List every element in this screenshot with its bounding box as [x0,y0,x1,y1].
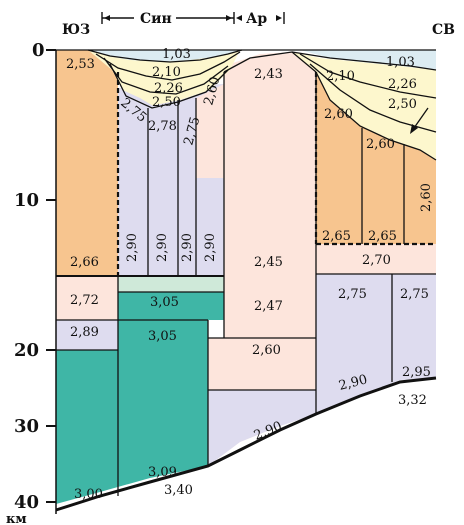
label-syn: Син [140,11,172,27]
density-label: 2,66 [70,255,99,270]
density-label: 2,95 [402,365,431,380]
density-label: 2,75 [400,287,429,302]
density-label: 3,09 [148,465,177,480]
tick-label-40: 40 [14,492,39,513]
label-ar: Ар [246,11,267,27]
syn-basin-curve-2 [95,51,241,81]
density-label: 3,05 [148,329,177,344]
density-label: 2,75 [181,115,203,147]
moho-line [55,376,437,512]
density-label: 2,43 [254,67,283,82]
density-labels: 2,53 2,66 1,03 2,10 2,26 2,50 2,75 2,78 … [66,47,434,502]
layer-lavender-289 [56,320,118,350]
ar-top-curve [223,51,317,73]
density-label: 2,78 [148,119,177,134]
section-lines [55,49,437,514]
syn-basin-curve-4 [109,63,229,109]
label-southwest: ЮЗ [62,22,90,38]
density-label: 2,60 [419,183,434,212]
density-label: 2,90 [155,233,170,262]
density-label: 2,10 [152,65,181,80]
right-basin-curve-2 [299,53,437,99]
density-label: 2,47 [254,299,283,314]
layer-center-lower-lavender [208,390,316,466]
density-label: 2,45 [254,255,283,270]
tick-label-20: 20 [14,340,39,361]
layer-teal-lower [56,320,208,504]
density-label: 2,65 [368,229,397,244]
layer-right-orange [316,72,436,244]
tick-label-30: 30 [14,416,39,437]
syn-basin-curve-1 [87,49,243,63]
depth-unit: км [6,512,27,525]
density-label: 2,60 [324,107,353,122]
layer-ar-pink [224,52,316,338]
density-label: 3,00 [74,487,103,502]
tick-label-10: 10 [14,190,39,211]
density-label: 2,10 [326,69,355,84]
density-label: 2,50 [388,97,417,112]
density-label: 3,05 [150,295,179,310]
label-northeast: СВ [432,22,455,38]
density-label: 2,60 [201,75,223,107]
layer-top-blue-left [88,50,240,62]
layer-syn-pink [196,84,224,178]
density-label: 2,65 [322,229,351,244]
ar-arrow-left [236,15,242,21]
depth-axis: 0 10 20 30 40 км [6,40,56,525]
density-label: 3,32 [398,393,427,408]
density-label: 2,70 [362,253,391,268]
right-basin-curve-4 [315,71,437,161]
density-label: 2,53 [66,57,95,72]
tick-label-0: 0 [32,40,45,61]
right-basin-curve-1 [291,51,437,71]
figure-header: ЮЗ СВ Син Ар [62,11,455,38]
density-label: 1,03 [162,47,191,62]
layer-left-orange [56,50,118,276]
layer-teal-upper [118,292,224,320]
density-label: 2,90 [125,233,140,262]
density-label: 2,60 [252,343,281,358]
density-label: 2,72 [70,293,99,308]
density-label: 2,89 [70,325,99,340]
arrow-shaft [413,107,429,129]
arrow-head [410,124,418,134]
syn-basin-curve-3 [103,57,229,95]
density-label: 2,75 [338,287,367,302]
ar-arrow-right [276,15,282,21]
layer-mint-band [118,276,224,292]
density-label: 2,50 [152,95,181,110]
density-label: 2,60 [366,137,395,152]
layer-syn-lavender-inner [118,88,210,112]
density-label: 2,90 [203,233,218,262]
syn-arrow-left [104,15,110,21]
syn-arrow-right [226,15,232,21]
layer-lower-left-pink [56,276,118,320]
density-label: 1,03 [386,55,415,70]
density-label: 2,90 [180,233,195,262]
right-basin-arrow [410,107,429,134]
layer-right-lavender [316,274,436,414]
density-label: 3,40 [164,483,193,498]
density-label: 2,90 [337,372,369,394]
layer-right-pink [316,244,436,274]
density-label: 2,26 [154,81,183,96]
section-fills [56,50,436,504]
density-label: 2,26 [388,77,417,92]
